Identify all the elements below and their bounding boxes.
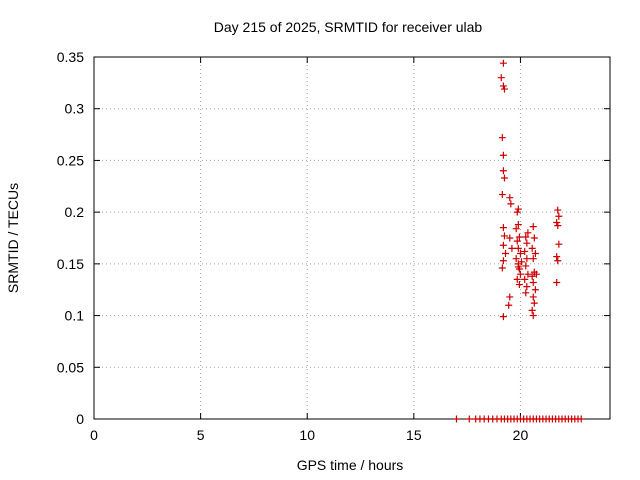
- y-tick-label: 0.05: [57, 359, 84, 375]
- data-point: [498, 191, 506, 199]
- data-point: [499, 313, 507, 321]
- data-point: [521, 247, 529, 255]
- data-point: [499, 59, 507, 67]
- data-point: [553, 278, 561, 286]
- y-axis-ticks: 0 0.05 0.1 0.15 0.2 0.25 0.3 0.35: [57, 49, 610, 427]
- data-point: [500, 85, 508, 93]
- x-axis-ticks: 0 5 10 15 20: [90, 57, 528, 443]
- x-tick-label: 5: [197, 427, 205, 443]
- data-point: [528, 272, 536, 280]
- data-point: [553, 253, 561, 261]
- x-tick-label: 0: [90, 427, 98, 443]
- data-point: [530, 299, 538, 307]
- x-tick-label: 15: [406, 427, 422, 443]
- y-tick-label: 0.35: [57, 49, 84, 65]
- data-point: [514, 221, 522, 229]
- data-point: [528, 306, 536, 314]
- data-point: [555, 212, 563, 220]
- data-point: [524, 229, 532, 237]
- data-point: [499, 257, 507, 265]
- data-point: [505, 301, 513, 309]
- data-point: [554, 222, 562, 230]
- data-point: [499, 241, 507, 249]
- y-tick-label: 0.3: [65, 101, 85, 117]
- data-point: [465, 415, 473, 423]
- y-tick-label: 0.25: [57, 152, 84, 168]
- data-point: [553, 218, 561, 226]
- data-point: [512, 255, 520, 263]
- plot-area: [93, 56, 611, 420]
- data-point: [555, 240, 563, 248]
- data-point: [516, 250, 524, 258]
- y-tick-label: 0: [76, 411, 84, 427]
- y-tick-label: 0.15: [57, 256, 84, 272]
- data-point: [518, 258, 526, 266]
- data-point: [512, 225, 520, 233]
- data-point: [531, 250, 539, 258]
- data-point: [524, 270, 532, 278]
- data-point: [529, 293, 537, 301]
- data-point: [523, 239, 531, 247]
- chart-title: Day 215 of 2025, SRMTID for receiver ula…: [214, 19, 483, 35]
- data-point: [499, 82, 507, 90]
- data-point: [514, 205, 522, 213]
- data-point: [452, 415, 460, 423]
- data-point: [499, 167, 507, 175]
- data-point: [522, 289, 530, 297]
- y-tick-label: 0.1: [65, 308, 85, 324]
- data-point: [515, 233, 523, 241]
- data-point: [499, 151, 507, 159]
- data-point: [528, 244, 536, 252]
- data-point: [500, 232, 508, 240]
- data-point: [529, 223, 537, 231]
- y-tick-label: 0.2: [65, 204, 85, 220]
- data-point: [522, 233, 530, 241]
- data-points: [452, 59, 585, 423]
- data-point: [506, 194, 514, 202]
- data-point: [500, 174, 508, 182]
- data-point: [532, 270, 540, 278]
- data-point: [521, 275, 529, 283]
- data-point: [506, 293, 514, 301]
- grid-lines: [94, 57, 610, 419]
- data-point: [523, 255, 531, 263]
- x-tick-label: 10: [299, 427, 315, 443]
- data-point: [529, 255, 537, 263]
- data-point: [577, 415, 585, 423]
- data-point: [531, 286, 539, 294]
- data-point: [554, 257, 562, 265]
- data-point: [506, 234, 514, 242]
- data-point: [554, 206, 562, 214]
- data-point: [498, 134, 506, 142]
- data-point: [498, 264, 506, 272]
- data-point: [507, 200, 515, 208]
- data-point: [514, 244, 522, 252]
- data-point: [497, 74, 505, 82]
- data-point: [530, 234, 538, 242]
- data-point: [502, 250, 510, 258]
- x-axis-label: GPS time / hours: [297, 457, 404, 473]
- data-point: [516, 270, 524, 278]
- data-point: [529, 312, 537, 320]
- data-point: [508, 244, 516, 252]
- data-point: [529, 278, 537, 286]
- data-point: [499, 224, 507, 232]
- data-point: [523, 283, 531, 291]
- data-point: [514, 263, 522, 271]
- data-point: [515, 281, 523, 289]
- data-point: [522, 262, 530, 270]
- data-point: [513, 237, 521, 245]
- y-axis-label: SRMTID / TECUs: [5, 183, 21, 293]
- x-tick-label: 20: [513, 427, 529, 443]
- data-point: [513, 208, 521, 216]
- data-point: [513, 275, 521, 283]
